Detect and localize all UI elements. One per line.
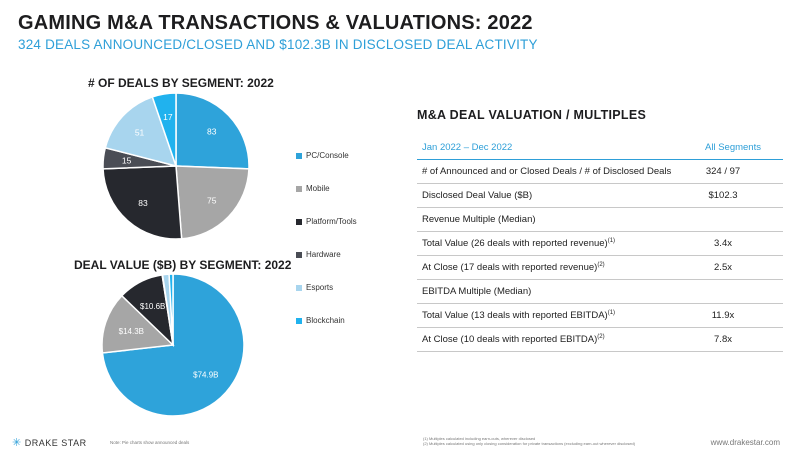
pie-slice-esports xyxy=(104,95,178,168)
table-heading: M&A DEAL VALUATION / MULTIPLES xyxy=(417,108,647,122)
pie-data-label: 83 xyxy=(207,127,217,137)
legend-swatch xyxy=(296,219,302,225)
deals-chart-title: # OF DEALS BY SEGMENT: 2022 xyxy=(88,76,274,90)
segment-header: All Segments xyxy=(705,142,761,153)
table-row: Revenue Multiple (Median) xyxy=(417,208,783,232)
legend-label: PC/Console xyxy=(306,151,349,160)
valuation-table: M&A DEAL VALUATION / MULTIPLES Jan 2022 … xyxy=(417,108,783,352)
table-row: Disclosed Deal Value ($B) $102.3 xyxy=(417,184,783,208)
legend-label: Platform/Tools xyxy=(306,217,357,226)
pie-data-label: 15 xyxy=(122,156,132,166)
table-row: Total Value (13 deals with reported EBIT… xyxy=(417,304,783,328)
footnote-2: (2) Multiples calculated using only clos… xyxy=(423,441,636,446)
legend-swatch xyxy=(296,318,302,324)
table-row: At Close (17 deals with reported revenue… xyxy=(417,256,783,280)
value-pie-chart: $74.9B $14.3B $10.6B xyxy=(101,273,245,417)
pie-slice-blockchain xyxy=(168,273,174,346)
row-label: At Close (10 deals with reported EBITDA)… xyxy=(422,334,605,346)
pie-data-label: 51 xyxy=(135,127,145,137)
pie-slice-mobile xyxy=(101,294,175,354)
row-value: 3.4x xyxy=(714,238,732,249)
legend-label: Mobile xyxy=(306,184,330,193)
star-icon: ✳ xyxy=(12,437,22,449)
pie-slice-blockchain xyxy=(151,92,177,167)
row-label: Total Value (26 deals with reported reve… xyxy=(422,238,616,250)
row-label: # of Announced and or Closed Deals / # o… xyxy=(422,166,672,178)
row-label: At Close (17 deals with reported revenue… xyxy=(422,262,605,274)
pie-data-label: 17 xyxy=(163,112,173,122)
row-value: 324 / 97 xyxy=(705,166,741,177)
row-value: 7.8x xyxy=(714,334,732,345)
row-label: Total Value (13 deals with reported EBIT… xyxy=(422,310,616,322)
legend-swatch xyxy=(296,153,302,159)
deals-pie-chart: 83 75 83 15 51 17 xyxy=(102,92,250,240)
value-chart-title: DEAL VALUE ($B) BY SEGMENT: 2022 xyxy=(74,258,292,272)
legend-swatch xyxy=(296,285,302,291)
period-header: Jan 2022 – Dec 2022 xyxy=(422,142,513,153)
row-value: 11.9x xyxy=(711,310,735,321)
pie-slice-mobile xyxy=(175,165,250,240)
footnotes: (1) Multiples calculated including earn-… xyxy=(423,436,635,446)
footer-note: Note: Pie charts show announced deals xyxy=(110,440,190,445)
pie-slice-pc-console xyxy=(175,92,250,170)
table-row: # of Announced and or Closed Deals / # o… xyxy=(417,160,783,184)
pie-data-label: 83 xyxy=(138,198,148,208)
table-row: EBITDA Multiple (Median) xyxy=(417,280,783,304)
row-label: EBITDA Multiple (Median) xyxy=(422,286,532,298)
pie-data-label: $10.6B xyxy=(140,302,165,311)
pie-data-label: $74.9B xyxy=(193,370,218,379)
pie-slice-platform-tools xyxy=(102,165,183,240)
row-label: Disclosed Deal Value ($B) xyxy=(422,190,533,202)
footnote-1: (1) Multiples calculated including earn-… xyxy=(423,436,536,441)
footer-url[interactable]: www.drakestar.com xyxy=(710,438,780,447)
row-label: Revenue Multiple (Median) xyxy=(422,214,536,226)
table-row: At Close (10 deals with reported EBITDA)… xyxy=(417,328,783,352)
row-value: $102.3 xyxy=(708,190,738,201)
drake-star-logo: ✳ DRAKE STAR xyxy=(12,437,87,449)
legend-label: Esports xyxy=(306,283,334,292)
legend-label: Hardware xyxy=(306,250,341,259)
legend-swatch xyxy=(296,186,302,192)
pie-data-label: 75 xyxy=(207,195,217,205)
table-header-row: Jan 2022 – Dec 2022 All Segments xyxy=(417,136,783,160)
legend-label: Blockchain xyxy=(306,316,345,325)
table-row: Total Value (26 deals with reported reve… xyxy=(417,232,783,256)
page-title: GAMING M&A TRANSACTIONS & VALUATIONS: 20… xyxy=(18,12,533,34)
legend-swatch xyxy=(296,252,302,258)
pie-data-label: $14.3B xyxy=(119,327,144,336)
page-subtitle: 324 DEALS ANNOUNCED/CLOSED AND $102.3B I… xyxy=(18,37,538,52)
row-value: 2.5x xyxy=(714,262,732,273)
